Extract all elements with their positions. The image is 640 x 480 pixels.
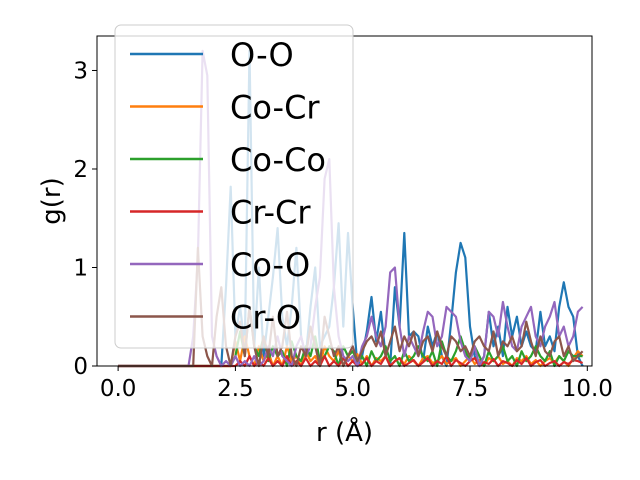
legend-label-o-o: O-O xyxy=(230,36,294,74)
y-tick-label: 3 xyxy=(73,58,88,84)
x-tick-label: 10.0 xyxy=(562,376,613,402)
legend-label-co-co: Co-Co xyxy=(230,141,326,179)
x-tick-label: 2.5 xyxy=(217,376,254,402)
legend-label-co-o: Co-O xyxy=(230,246,310,284)
legend-label-cr-cr: Cr-Cr xyxy=(230,194,311,232)
ticks-layer: 0.0 2.5 5.0 7.5 10.0 0 1 2 3 xyxy=(73,58,613,402)
y-tick-label: 0 xyxy=(73,354,88,380)
x-tick-label: 0.0 xyxy=(100,376,137,402)
legend-label-cr-o: Cr-O xyxy=(230,299,301,337)
legend-label-co-cr: Co-Cr xyxy=(230,89,320,127)
y-tick-label: 2 xyxy=(73,157,88,183)
x-tick-label: 7.5 xyxy=(452,376,489,402)
series-line-cr-cr xyxy=(118,355,584,368)
x-axis-label: r (Å) xyxy=(316,416,373,448)
x-tick-label: 5.0 xyxy=(334,376,371,402)
legend: O-O Co-Cr Co-Co Cr-Cr Co-O Cr-O xyxy=(114,24,354,349)
y-tick-label: 1 xyxy=(73,255,88,281)
y-axis-label: g(r) xyxy=(37,177,67,224)
